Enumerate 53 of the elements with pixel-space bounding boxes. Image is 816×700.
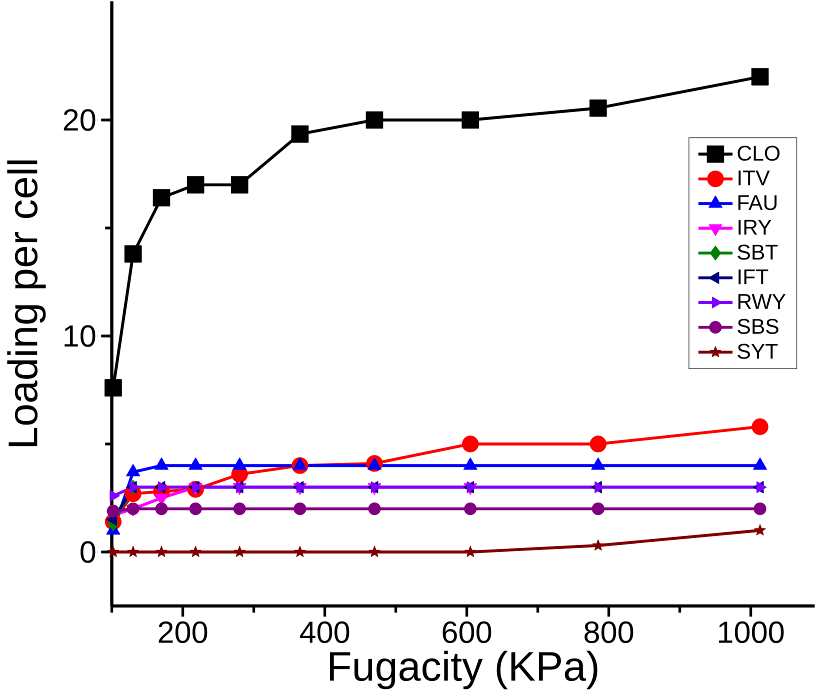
- point: [234, 546, 246, 557]
- point: [124, 245, 142, 263]
- point: [126, 502, 140, 516]
- legend-label: CLO: [738, 146, 780, 161]
- y-tick-label: 20: [64, 109, 96, 131]
- point: [752, 418, 768, 436]
- point: [106, 504, 120, 518]
- point: [294, 546, 306, 557]
- point: [230, 176, 248, 194]
- point: [592, 540, 604, 550]
- point: [756, 481, 767, 494]
- point: [368, 546, 380, 557]
- point: [294, 502, 306, 516]
- legend-label: ITV: [738, 170, 770, 186]
- legend-label: IFT: [738, 270, 768, 284]
- x-tick-label: 200: [158, 621, 208, 644]
- point: [462, 436, 479, 452]
- legend-label: SBT: [738, 244, 778, 260]
- legend-label: FAU: [738, 195, 777, 210]
- point: [464, 502, 477, 516]
- y-axis-title: Loading per cell: [7, 160, 46, 446]
- legend-label: IRY: [738, 220, 772, 235]
- legend-label: SBS: [738, 318, 778, 334]
- point: [590, 436, 606, 452]
- x-tick-label: 600: [442, 621, 492, 644]
- point: [592, 502, 604, 516]
- y-tick-label: 10: [64, 325, 96, 347]
- x-tick-label: 1000: [719, 621, 784, 644]
- point: [751, 68, 769, 86]
- point: [189, 502, 202, 516]
- legend-label: SYT: [738, 344, 778, 359]
- legend-label: RWY: [738, 294, 786, 309]
- point: [368, 502, 381, 516]
- point: [462, 111, 480, 129]
- point: [186, 176, 204, 194]
- point: [464, 546, 476, 557]
- point: [190, 546, 202, 557]
- point: [291, 125, 309, 143]
- point: [754, 502, 766, 516]
- x-tick-label: 800: [584, 621, 634, 644]
- y-tick-label: 0: [80, 541, 96, 563]
- point: [127, 546, 139, 557]
- point: [754, 524, 766, 536]
- point: [233, 502, 246, 516]
- point: [366, 111, 384, 129]
- point: [107, 546, 119, 557]
- point: [104, 379, 122, 397]
- x-tick-label: 400: [300, 621, 350, 644]
- point: [152, 189, 170, 206]
- x-axis-title: Fugacity (KPa): [330, 650, 598, 690]
- point: [589, 99, 607, 117]
- point: [156, 546, 168, 557]
- point: [155, 502, 168, 516]
